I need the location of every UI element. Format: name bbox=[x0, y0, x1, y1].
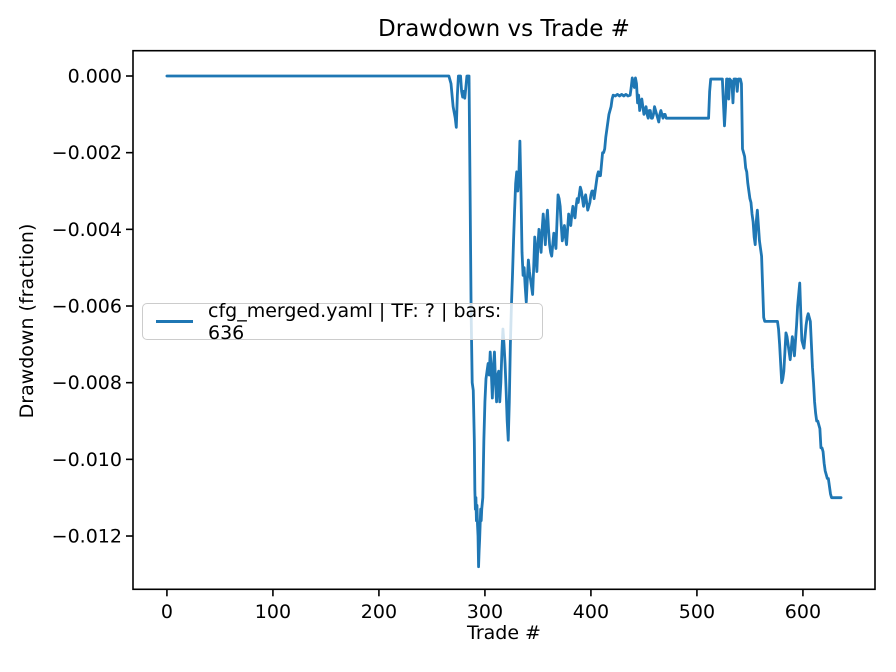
drawdown-line bbox=[165, 74, 843, 569]
series bbox=[165, 74, 843, 569]
y-tick-label: −0.010 bbox=[52, 449, 122, 471]
x-tick-label: 200 bbox=[361, 601, 397, 623]
x-tick-label: 0 bbox=[161, 601, 173, 623]
x-tick-label: 300 bbox=[467, 601, 503, 623]
y-tick-label: −0.006 bbox=[52, 296, 122, 318]
chart-title: Drawdown vs Trade # bbox=[378, 16, 630, 42]
y-axis-label: Drawdown (fraction) bbox=[16, 223, 38, 419]
x-tick-label: 500 bbox=[679, 601, 715, 623]
y-tick-label: −0.002 bbox=[52, 142, 122, 164]
legend-line-sample bbox=[156, 320, 193, 323]
axes: 0 100 200 300 400 500 600 0.000 −0.002 −0.004 −0.0… bbox=[52, 66, 821, 623]
y-tick-label: 0.000 bbox=[68, 66, 122, 88]
y-tick-label: −0.012 bbox=[52, 526, 122, 548]
y-tick-label: −0.004 bbox=[52, 219, 122, 241]
x-axis-label: Trade # bbox=[467, 622, 541, 644]
plot-frame bbox=[132, 49, 876, 591]
legend: cfg_merged.yaml | TF: ? | bars: 636 bbox=[142, 300, 543, 344]
legend-label: cfg_merged.yaml | TF: ? | bars: 636 bbox=[208, 299, 502, 344]
y-tick-label: −0.008 bbox=[52, 372, 122, 394]
x-tick-label: 400 bbox=[573, 601, 609, 623]
x-tick-label: 100 bbox=[255, 601, 291, 623]
x-tick-label: 600 bbox=[785, 601, 821, 623]
